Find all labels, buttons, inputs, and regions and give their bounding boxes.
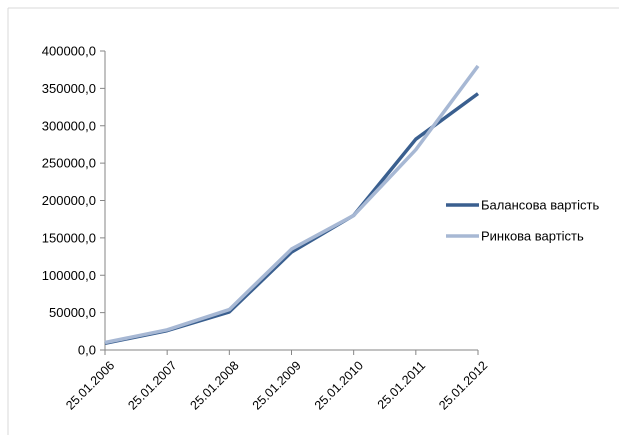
legend-label-2: Ринкова вартість xyxy=(481,229,584,244)
y-tick-label: 250000,0 xyxy=(42,156,96,171)
y-tick-label: 350000,0 xyxy=(42,81,96,96)
y-tick-label: 150000,0 xyxy=(42,230,96,245)
x-tick-label: 25.01.2006 xyxy=(63,358,117,412)
series-lines xyxy=(105,66,478,343)
y-tick-label: 100000,0 xyxy=(42,268,96,283)
y-tick-label: 400000,0 xyxy=(42,44,96,59)
x-tick-label: 25.01.2011 xyxy=(375,358,429,412)
x-tick-label: 25.01.2012 xyxy=(436,358,490,412)
series-line-2 xyxy=(105,66,478,343)
x-tick-label: 25.01.2010 xyxy=(312,358,366,412)
y-tick-label: 300000,0 xyxy=(42,118,96,133)
x-tick-label: 25.01.2007 xyxy=(125,358,179,412)
legend: Балансова вартість Ринкова вартість xyxy=(446,198,599,244)
y-tick-label: 200000,0 xyxy=(42,193,96,208)
y-tick-label: 50000,0 xyxy=(49,305,96,320)
x-tick-label: 25.01.2009 xyxy=(250,358,304,412)
y-tick-label: 0,0 xyxy=(78,343,96,358)
series-line-1 xyxy=(105,94,478,344)
x-tick-label: 25.01.2008 xyxy=(188,358,242,412)
legend-label-1: Балансова вартість xyxy=(481,198,599,213)
y-axis-ticks: 0,0 50000,0 100000,0 150000,0 200000,0 250000… xyxy=(42,44,105,358)
